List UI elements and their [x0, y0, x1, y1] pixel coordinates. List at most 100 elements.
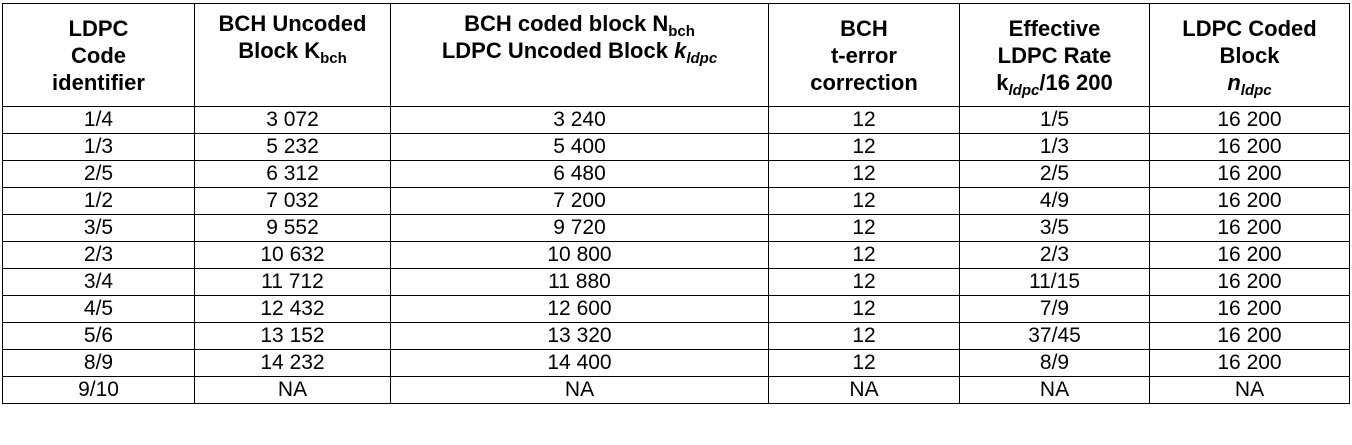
table-row: 3/5 9 552 9 720 12 3/5 16 200	[2, 214, 1350, 242]
cell-ldpc-coded: 16 200	[1149, 241, 1350, 269]
table-row: 4/5 12 432 12 600 12 7/9 16 200	[2, 295, 1350, 323]
cell-t-error: 12	[768, 349, 960, 377]
cell-t-error: 12	[768, 106, 960, 134]
header-effective-rest: /16 200	[1039, 69, 1113, 95]
header-bch-t-error: BCH t-error correction	[768, 3, 960, 107]
header-code-identifier: LDPC Code identifier	[2, 3, 195, 107]
cell-t-error: 12	[768, 214, 960, 242]
cell-t-error: 12	[768, 187, 960, 215]
cell-bch-coded: 9 720	[390, 214, 769, 242]
header-bch-uncoded-block: BCH Uncoded Block Kbch	[194, 3, 391, 107]
cell-effective-rate: 1/5	[959, 106, 1150, 134]
cell-bch-coded: 11 880	[390, 268, 769, 296]
cell-effective-rate: 37/45	[959, 322, 1150, 350]
header-ldpc-coded-var: n	[1227, 69, 1241, 95]
table-row: 2/5 6 312 6 480 12 2/5 16 200	[2, 160, 1350, 188]
cell-ldpc-coded: 16 200	[1149, 133, 1350, 161]
table-body: 1/4 3 072 3 240 12 1/5 16 200 1/3 5 232 …	[2, 106, 1350, 404]
table-row: 8/9 14 232 14 400 12 8/9 16 200	[2, 349, 1350, 377]
cell-t-error: 12	[768, 268, 960, 296]
cell-bch-coded: 6 480	[390, 160, 769, 188]
cell-effective-rate: 2/5	[959, 160, 1150, 188]
cell-code-identifier: 8/9	[2, 349, 195, 377]
header-effective-sub: ldpc	[1008, 81, 1040, 99]
header-effective-line3: k	[996, 69, 1009, 95]
cell-ldpc-coded: 16 200	[1149, 268, 1350, 296]
header-effective-line1: Effective	[1008, 15, 1101, 41]
header-bch-coded-sub: bch	[668, 23, 695, 40]
cell-code-identifier: 1/3	[2, 133, 195, 161]
header-ldpc-coded-block: LDPC Coded Block nldpc	[1149, 3, 1350, 107]
cell-bch-coded: NA	[390, 376, 769, 404]
cell-code-identifier: 2/5	[2, 160, 195, 188]
cell-bch-uncoded: 6 312	[194, 160, 391, 188]
cell-code-identifier: 5/6	[2, 322, 195, 350]
cell-bch-uncoded: 12 432	[194, 295, 391, 323]
header-code-identifier-line3: identifier	[52, 69, 145, 95]
header-code-identifier-line2: Code	[71, 42, 126, 68]
header-ldpc-coded-line2: Block	[1219, 42, 1280, 68]
table-row: 1/4 3 072 3 240 12 1/5 16 200	[2, 106, 1350, 134]
cell-t-error: 12	[768, 133, 960, 161]
cell-ldpc-coded: 16 200	[1149, 160, 1350, 188]
header-bch-coded-line1: BCH coded block N	[464, 11, 669, 36]
table-row: 9/10 NA NA NA NA NA	[2, 376, 1350, 404]
cell-effective-rate: 1/3	[959, 133, 1150, 161]
cell-code-identifier: 3/4	[2, 268, 195, 296]
table-row: 3/4 11 712 11 880 12 11/15 16 200	[2, 268, 1350, 296]
header-code-identifier-line1: LDPC	[68, 15, 129, 41]
cell-ldpc-coded: 16 200	[1149, 349, 1350, 377]
cell-effective-rate: 8/9	[959, 349, 1150, 377]
cell-bch-uncoded: NA	[194, 376, 391, 404]
header-ldpc-coded-sub: ldpc	[1240, 81, 1272, 99]
header-ldpc-coded-line1: LDPC Coded	[1182, 15, 1317, 41]
header-bch-t-error-line3: correction	[810, 69, 918, 95]
cell-effective-rate: 7/9	[959, 295, 1150, 323]
cell-code-identifier: 1/2	[2, 187, 195, 215]
cell-t-error: 12	[768, 322, 960, 350]
cell-bch-coded: 5 400	[390, 133, 769, 161]
cell-ldpc-coded: 16 200	[1149, 214, 1350, 242]
cell-code-identifier: 2/3	[2, 241, 195, 269]
cell-effective-rate: 11/15	[959, 268, 1150, 296]
header-ldpc-uncoded-var: k	[674, 38, 687, 63]
cell-bch-uncoded: 9 552	[194, 214, 391, 242]
cell-ldpc-coded: NA	[1149, 376, 1350, 404]
table-row: 1/3 5 232 5 400 12 1/3 16 200	[2, 133, 1350, 161]
header-bch-t-error-line1: BCH	[840, 15, 888, 41]
table-row: 1/2 7 032 7 200 12 4/9 16 200	[2, 187, 1350, 215]
cell-bch-uncoded: 3 072	[194, 106, 391, 134]
cell-bch-uncoded: 10 632	[194, 241, 391, 269]
cell-bch-coded: 7 200	[390, 187, 769, 215]
cell-t-error: 12	[768, 160, 960, 188]
cell-ldpc-coded: 16 200	[1149, 322, 1350, 350]
header-bch-uncoded-sub: bch	[320, 50, 347, 67]
header-ldpc-uncoded-line2: LDPC Uncoded Block	[441, 38, 675, 63]
cell-ldpc-coded: 16 200	[1149, 295, 1350, 323]
header-effective-ldpc-rate: Effective LDPC Rate kldpc/16 200	[959, 3, 1150, 107]
cell-ldpc-coded: 16 200	[1149, 187, 1350, 215]
ldpc-code-table: LDPC Code identifier BCH Uncoded Block K…	[2, 3, 1350, 404]
cell-effective-rate: 2/3	[959, 241, 1150, 269]
header-row: LDPC Code identifier BCH Uncoded Block K…	[2, 3, 1350, 107]
table-row: 5/6 13 152 13 320 12 37/45 16 200	[2, 322, 1350, 350]
cell-code-identifier: 3/5	[2, 214, 195, 242]
header-effective-line2: LDPC Rate	[997, 42, 1112, 68]
cell-t-error: 12	[768, 241, 960, 269]
cell-bch-coded: 3 240	[390, 106, 769, 134]
header-ldpc-uncoded-sub: ldpc	[686, 50, 718, 67]
cell-bch-uncoded: 7 032	[194, 187, 391, 215]
cell-effective-rate: NA	[959, 376, 1150, 404]
cell-bch-uncoded: 5 232	[194, 133, 391, 161]
cell-effective-rate: 3/5	[959, 214, 1150, 242]
cell-t-error: 12	[768, 295, 960, 323]
header-bch-uncoded-line1: BCH Uncoded	[218, 11, 367, 36]
cell-ldpc-coded: 16 200	[1149, 106, 1350, 134]
table-row: 2/3 10 632 10 800 12 2/3 16 200	[2, 241, 1350, 269]
cell-code-identifier: 4/5	[2, 295, 195, 323]
cell-effective-rate: 4/9	[959, 187, 1150, 215]
cell-code-identifier: 1/4	[2, 106, 195, 134]
header-bch-coded-block: BCH coded block Nbch LDPC Uncoded Block …	[390, 3, 769, 107]
header-bch-uncoded-line2: Block K	[238, 38, 321, 63]
cell-bch-uncoded: 14 232	[194, 349, 391, 377]
